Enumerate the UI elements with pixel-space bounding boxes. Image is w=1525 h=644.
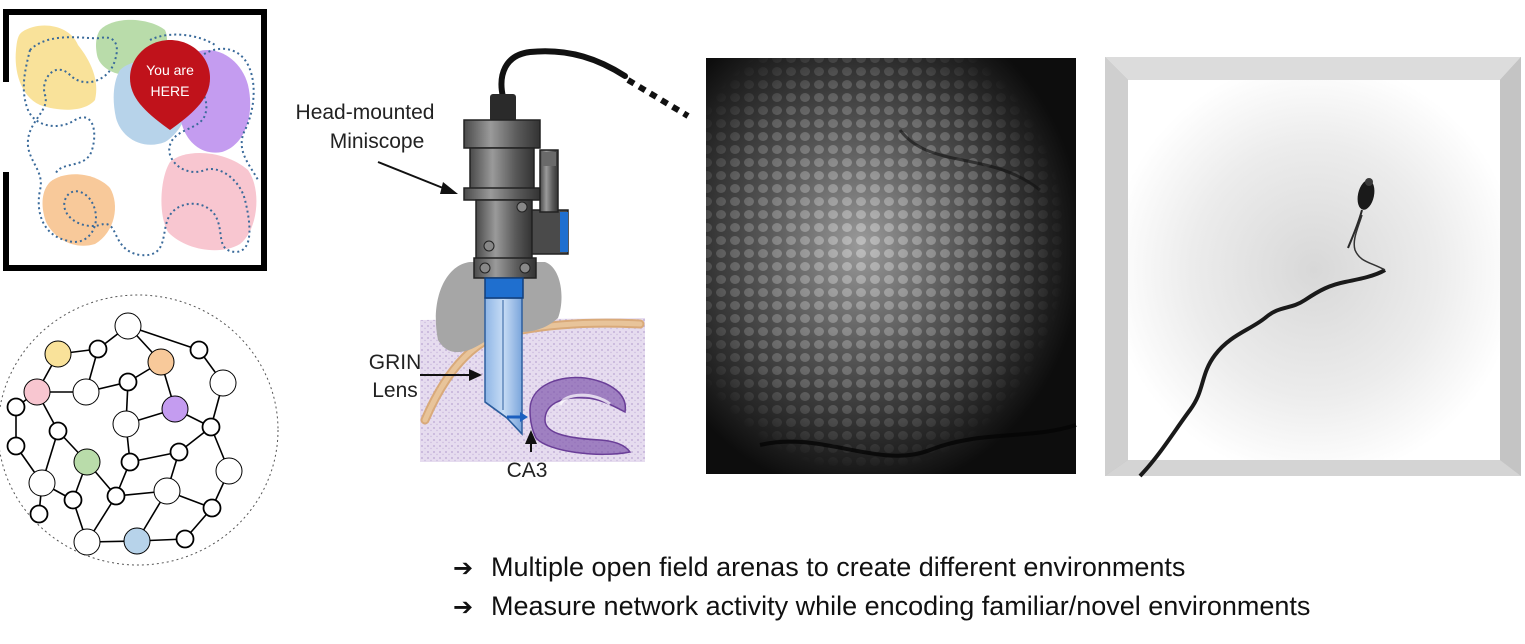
bullet-list: ➔ Multiple open field arenas to create di… [453, 548, 1310, 626]
network-node [48, 421, 68, 441]
pink-place-field [161, 152, 257, 251]
bullet-item-network-activity: ➔ Measure network activity while encoding… [453, 587, 1310, 626]
body-screw-4 [519, 262, 531, 274]
network-node-pink [23, 378, 51, 406]
network-nodes [6, 312, 243, 556]
mouse-body [1357, 180, 1375, 210]
network-node [201, 417, 221, 437]
network-boundary [0, 294, 279, 566]
tether-cable [1138, 268, 1387, 478]
pin-label-line2: HERE [151, 83, 190, 99]
network-node [175, 529, 195, 549]
pin-label-line1: You are [146, 62, 194, 78]
brain-tissue [420, 318, 645, 462]
network-node [112, 410, 140, 438]
mouse-head-mount [1365, 178, 1373, 186]
network-node-orange [147, 348, 175, 376]
network-node [6, 397, 26, 417]
label-lens-line1: GRIN [369, 351, 422, 374]
network-node [120, 452, 140, 472]
tether-cable-thin [1353, 214, 1386, 271]
animal-trajectory [22, 33, 259, 257]
network-node-purple [161, 395, 189, 423]
calcium-imaging-frame [706, 58, 1077, 474]
network-node [114, 312, 142, 340]
network-node [169, 442, 189, 462]
arena-wall [3, 9, 267, 271]
you-are-here-pin: You are HERE [130, 40, 210, 130]
label-miniscope-line1: Head-mounted [296, 101, 435, 124]
miniscope-body [463, 94, 569, 299]
arena-floor [1128, 80, 1500, 460]
miniscope-cable [498, 48, 628, 100]
network-node [28, 469, 56, 497]
network-node [209, 369, 237, 397]
mouse-tail [1347, 209, 1363, 249]
yellow-place-field [15, 25, 97, 110]
network-node [106, 486, 126, 506]
network-node [63, 490, 83, 510]
right-arrow-icon: ➔ [453, 554, 474, 582]
open-field-arena-photo [1105, 57, 1521, 478]
miniscope-diagram: Head-mounted Miniscope GRIN Lens CA3 [296, 48, 690, 482]
network-node-blue [123, 527, 151, 555]
hippocampus-layer [529, 376, 632, 456]
network-node [72, 378, 100, 406]
orange-place-field [42, 174, 115, 246]
network-node [153, 477, 181, 505]
network-node-green [73, 448, 101, 476]
bullet-item-arenas: ➔ Multiple open field arenas to create di… [453, 548, 1310, 587]
network-node [202, 498, 222, 518]
body-screw-2 [483, 240, 495, 252]
network-node [88, 339, 108, 359]
body-screw-3 [479, 262, 491, 274]
grin-lens [484, 297, 528, 436]
blood-vessel-shadow [759, 423, 1077, 458]
bullet-text-network-activity: Measure network activity while encoding … [491, 591, 1311, 621]
hippocampus-inner [558, 393, 611, 406]
network-diagram [0, 294, 279, 566]
network-node [118, 372, 138, 392]
right-arrow-icon: ➔ [453, 593, 474, 621]
label-region: CA3 [507, 459, 548, 482]
network-node [6, 436, 26, 456]
network-node [29, 504, 49, 524]
place-field-map: You are HERE [3, 9, 267, 271]
label-lens-line2: Lens [372, 379, 418, 402]
network-node [215, 457, 243, 485]
network-node [189, 340, 209, 360]
label-miniscope-line2: Miniscope [330, 130, 425, 153]
network-node [73, 528, 101, 556]
miniscope-pointer-arrow [377, 161, 449, 191]
blood-vessel-shadow-2 [898, 129, 1041, 192]
cable-continuation [626, 77, 690, 119]
bullet-text-arenas: Multiple open field arenas to create dif… [491, 552, 1186, 582]
body-screw-1 [516, 201, 528, 213]
network-node-yellow [44, 340, 72, 368]
